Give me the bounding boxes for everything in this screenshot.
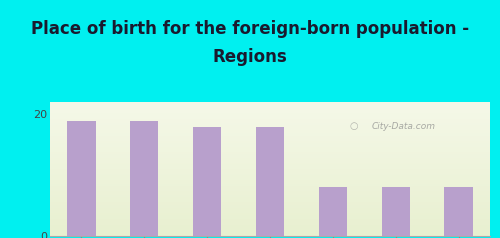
Text: Regions: Regions: [212, 48, 288, 66]
Text: City-Data.com: City-Data.com: [371, 122, 435, 131]
Text: ○: ○: [349, 121, 358, 131]
Bar: [256, 127, 284, 236]
Bar: [193, 127, 222, 236]
Bar: [68, 120, 96, 236]
Bar: [444, 187, 472, 236]
Bar: [382, 187, 410, 236]
Bar: [130, 120, 158, 236]
Bar: [318, 187, 347, 236]
Text: Place of birth for the foreign-born population -: Place of birth for the foreign-born popu…: [31, 20, 469, 38]
